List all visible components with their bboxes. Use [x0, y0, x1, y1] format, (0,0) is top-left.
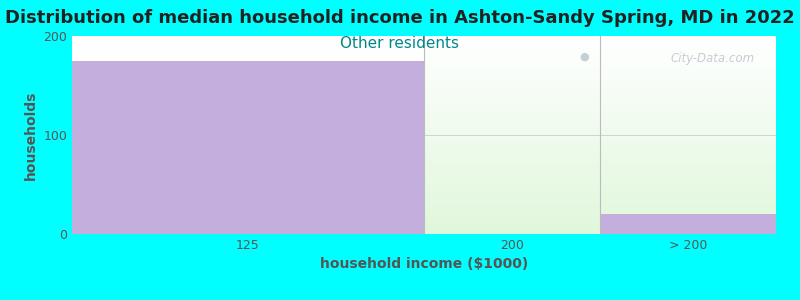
Bar	[600, 214, 776, 234]
Y-axis label: households: households	[24, 90, 38, 180]
Bar	[72, 61, 424, 234]
Text: City-Data.com: City-Data.com	[670, 52, 755, 65]
Text: Other residents: Other residents	[341, 36, 459, 51]
Text: Distribution of median household income in Ashton-Sandy Spring, MD in 2022: Distribution of median household income …	[5, 9, 795, 27]
Text: ●: ●	[579, 52, 589, 62]
X-axis label: household income ($1000): household income ($1000)	[320, 257, 528, 272]
